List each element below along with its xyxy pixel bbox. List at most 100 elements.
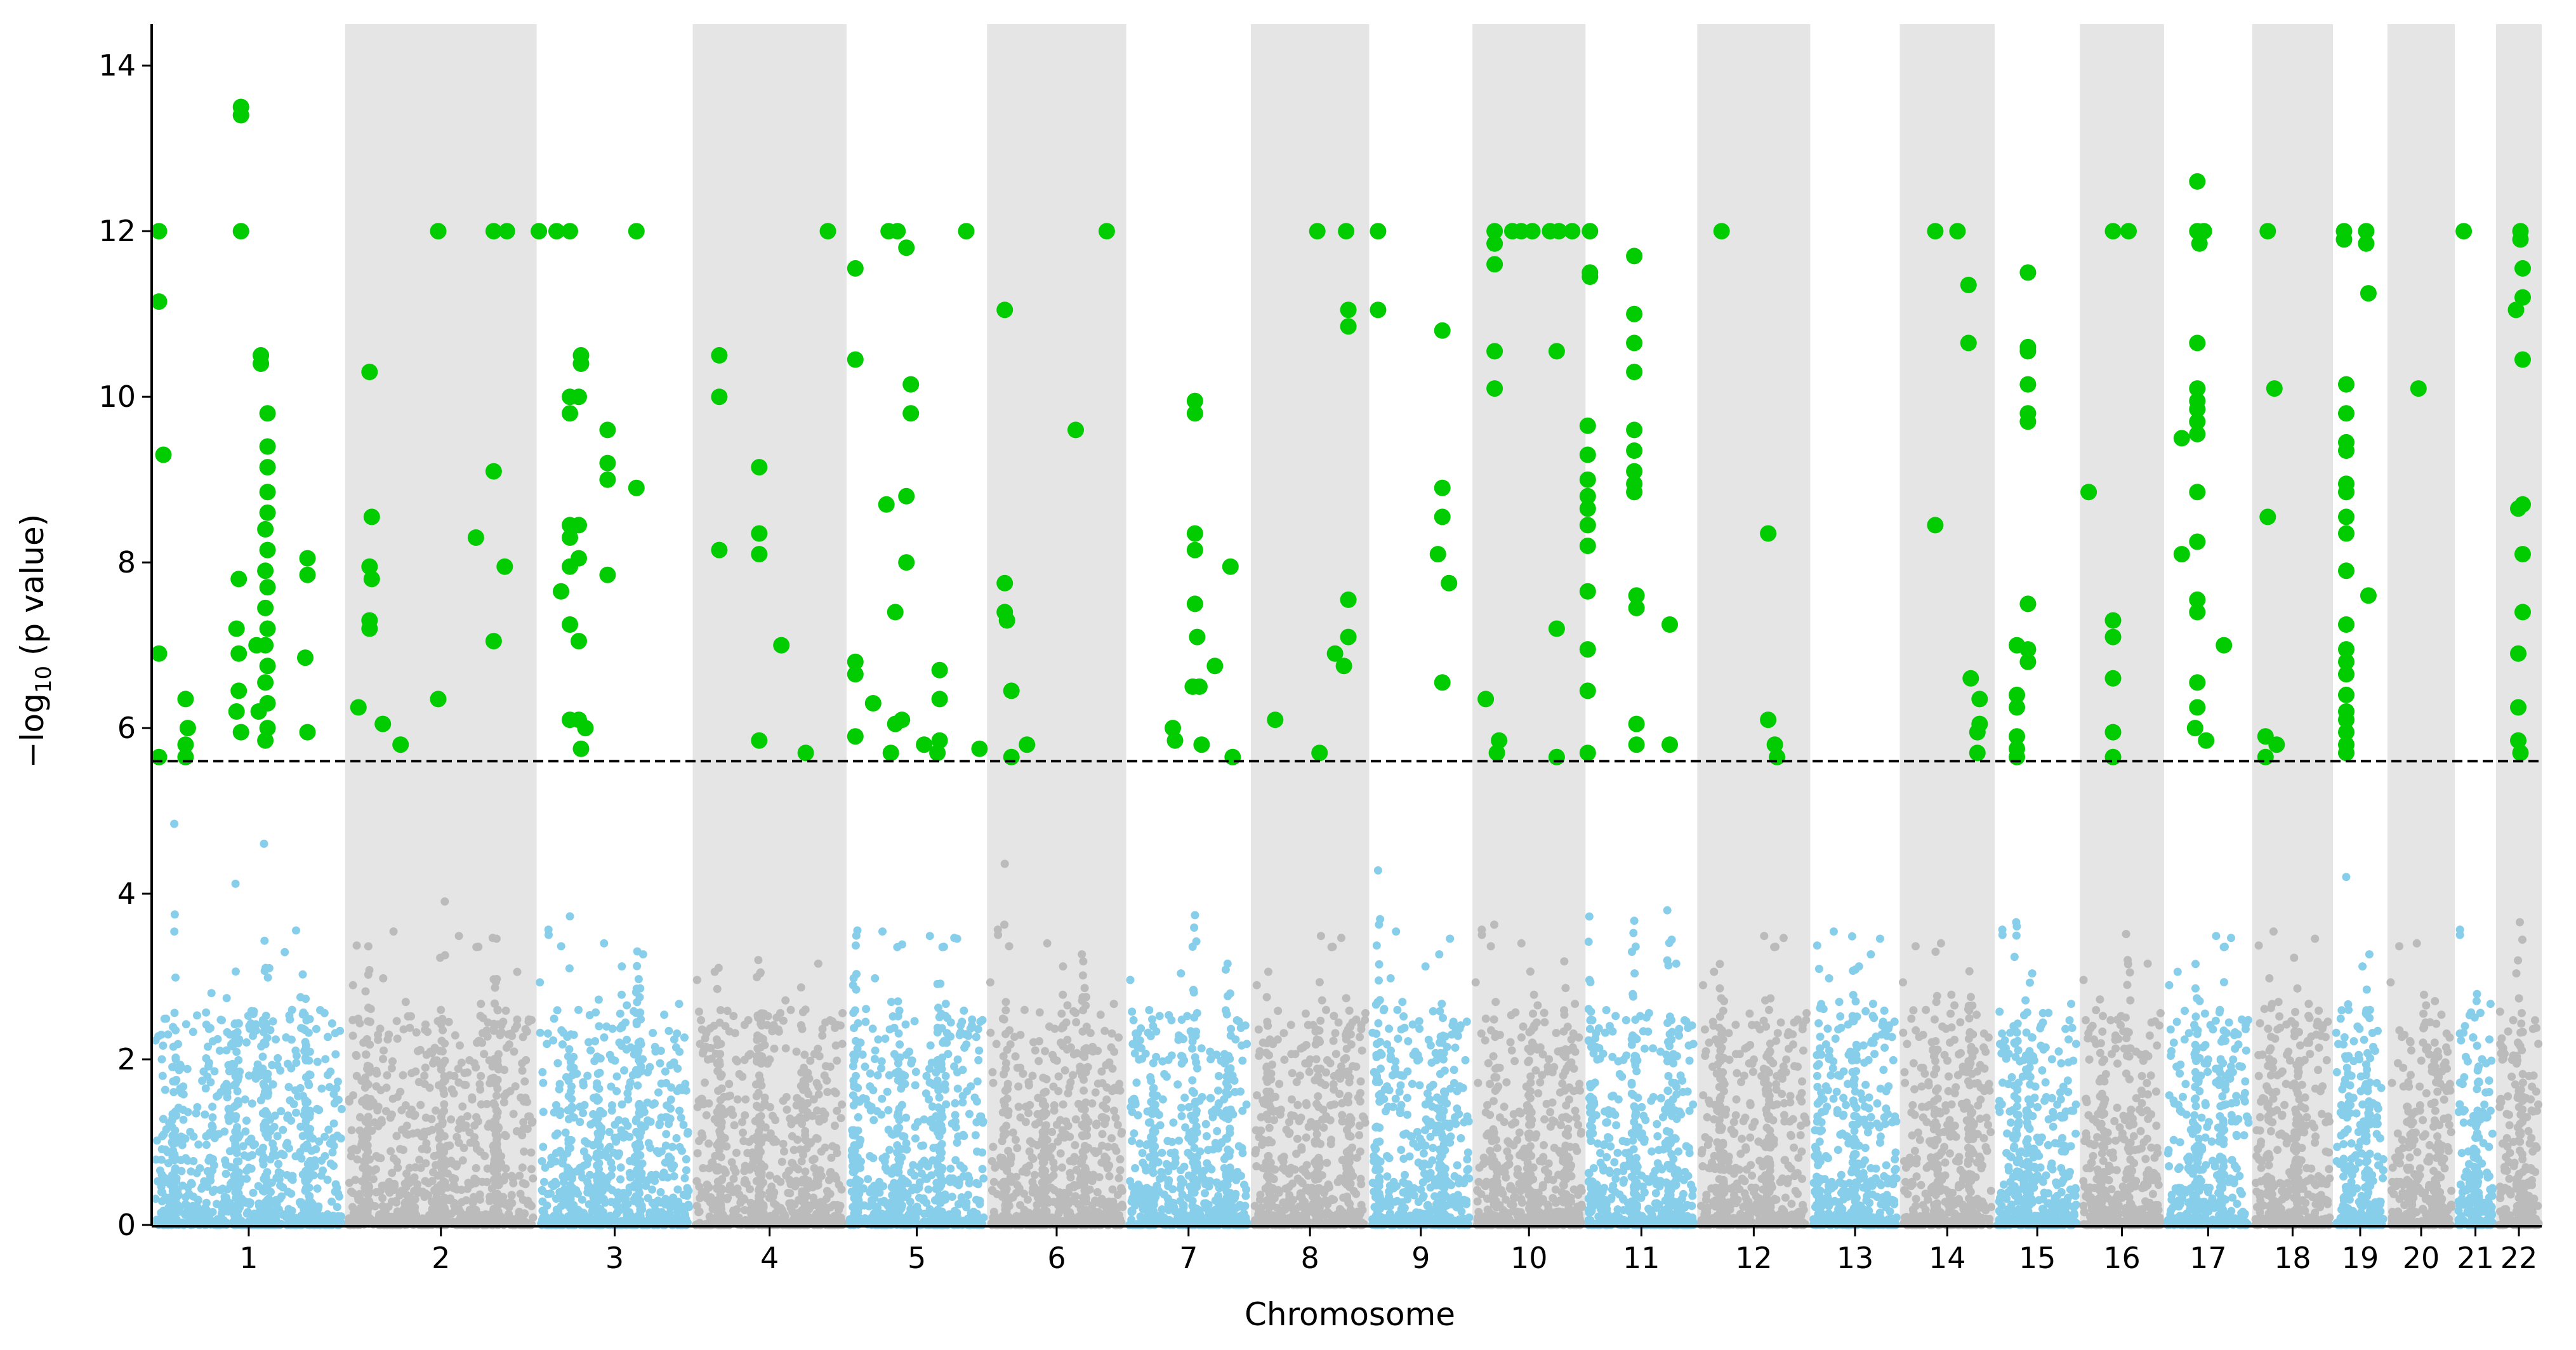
background-point	[784, 1167, 793, 1175]
background-point	[316, 1006, 324, 1014]
background-point	[917, 1159, 926, 1168]
background-point	[1079, 1122, 1088, 1131]
background-point	[317, 1084, 326, 1093]
background-point	[329, 1119, 338, 1128]
background-point	[158, 1188, 167, 1197]
background-point	[305, 1221, 314, 1229]
background-point	[230, 1181, 239, 1189]
background-point	[167, 1214, 176, 1222]
background-point	[871, 974, 880, 983]
background-point	[221, 1156, 230, 1165]
background-point	[499, 1221, 508, 1229]
background-point	[894, 1155, 903, 1163]
background-point	[170, 1167, 179, 1175]
background-point	[301, 995, 310, 1003]
background-point	[538, 1186, 546, 1194]
background-point	[1020, 1189, 1028, 1198]
background-point	[164, 1030, 173, 1039]
background-point	[725, 1080, 734, 1089]
background-point	[206, 1128, 215, 1137]
background-point	[1116, 1155, 1125, 1163]
background-point	[849, 1062, 857, 1071]
background-point	[714, 1212, 723, 1221]
background-point	[909, 1215, 918, 1224]
background-point	[355, 1113, 364, 1122]
background-point	[869, 1116, 878, 1125]
background-point	[527, 1165, 536, 1174]
background-point	[792, 1101, 801, 1109]
background-point	[935, 1104, 944, 1113]
background-point	[171, 1108, 180, 1116]
background-point	[1111, 1113, 1120, 1122]
background-point	[562, 1217, 571, 1225]
background-point	[1069, 1194, 1078, 1203]
background-point	[463, 1218, 472, 1227]
background-point	[489, 1073, 498, 1082]
background-point	[254, 1221, 263, 1229]
background-point	[193, 1102, 202, 1111]
background-point	[677, 1113, 685, 1122]
background-point	[511, 1024, 519, 1033]
background-point	[966, 1024, 975, 1033]
background-point	[813, 1106, 821, 1115]
background-point	[494, 1207, 503, 1216]
background-point	[717, 1175, 726, 1184]
background-point	[520, 1077, 529, 1086]
background-point	[1054, 1072, 1063, 1081]
background-point	[729, 1164, 738, 1173]
background-point	[292, 1108, 300, 1117]
background-point	[1078, 950, 1087, 959]
background-point	[239, 1142, 248, 1151]
background-point	[756, 1181, 765, 1189]
background-point	[259, 1080, 268, 1089]
background-point	[216, 1016, 225, 1024]
background-point	[745, 1165, 754, 1174]
background-point	[539, 1078, 548, 1087]
background-point	[936, 979, 945, 988]
background-point	[519, 1033, 527, 1042]
background-point	[492, 975, 501, 983]
background-point	[268, 1017, 277, 1026]
background-point	[230, 1172, 239, 1180]
background-point	[777, 1158, 786, 1166]
background-point	[800, 1102, 809, 1111]
background-point	[935, 1154, 944, 1163]
background-point	[901, 1020, 910, 1029]
background-point	[393, 1035, 402, 1043]
background-point	[794, 1165, 803, 1174]
background-point	[241, 1095, 249, 1104]
background-point	[656, 1059, 664, 1068]
background-point	[887, 998, 895, 1007]
background-point	[261, 1118, 270, 1127]
background-point	[739, 1137, 748, 1146]
background-point	[595, 1216, 604, 1225]
background-point	[1041, 1047, 1050, 1056]
background-point	[309, 1205, 318, 1214]
background-point	[249, 1007, 258, 1016]
background-point	[742, 1179, 751, 1188]
background-point	[1069, 1071, 1077, 1080]
background-point	[152, 1216, 160, 1225]
background-point	[1000, 859, 1009, 868]
background-point	[772, 1175, 781, 1184]
background-point	[1113, 1120, 1122, 1129]
background-point	[300, 1047, 309, 1056]
background-point	[1048, 1128, 1057, 1136]
background-point	[636, 1207, 645, 1216]
background-point	[888, 1012, 897, 1021]
background-point	[675, 1000, 684, 1009]
background-point	[222, 1080, 231, 1089]
background-point	[395, 1210, 403, 1219]
background-point	[973, 1077, 982, 1086]
background-point	[925, 932, 934, 941]
background-point	[419, 1132, 428, 1141]
background-point	[1092, 1121, 1100, 1130]
background-point	[972, 1033, 981, 1042]
background-point	[717, 1084, 726, 1093]
background-point	[300, 1010, 309, 1019]
background-point	[387, 1214, 396, 1222]
background-point	[242, 1116, 251, 1125]
background-point	[193, 1011, 201, 1020]
background-point	[710, 967, 719, 976]
background-point	[591, 1118, 600, 1127]
